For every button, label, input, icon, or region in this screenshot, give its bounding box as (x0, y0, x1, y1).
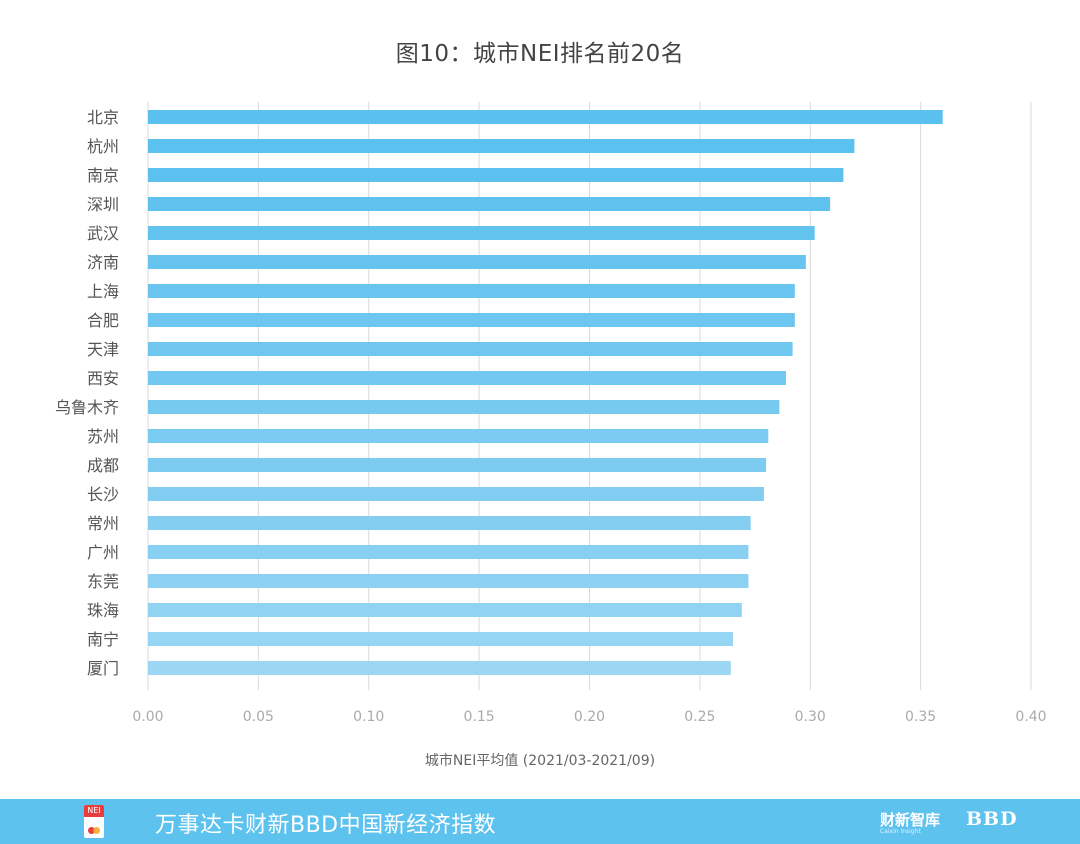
bar (148, 313, 795, 327)
category-label: 东莞 (87, 572, 119, 591)
logo-text: NEI (84, 805, 104, 817)
bar (148, 110, 943, 124)
x-axis-label: 城市NEI平均值 (2021/03-2021/09) (424, 753, 656, 769)
x-tick-label: 0.05 (243, 709, 274, 725)
bar-chart: 0.00 0.05 0.10 0.15 0.20 0.25 0.30 0.35 0.40 北京杭州… (55, 102, 1047, 725)
x-tick-label: 0.25 (684, 709, 715, 725)
category-label: 深圳 (87, 195, 119, 214)
bar (148, 429, 769, 443)
bar (148, 226, 815, 240)
category-label: 珠海 (87, 601, 119, 620)
category-label: 常州 (87, 514, 119, 533)
bar (148, 574, 749, 588)
bar (148, 632, 733, 646)
bar (148, 400, 780, 414)
bar (148, 458, 767, 472)
category-label: 成都 (87, 456, 119, 475)
bar (148, 168, 844, 182)
category-label: 长沙 (87, 485, 119, 504)
bar (148, 545, 749, 559)
bar (148, 342, 793, 356)
bar (148, 197, 831, 211)
bbd-logo: BBD (966, 808, 1018, 830)
category-label: 济南 (87, 253, 119, 272)
category-label: 天津 (87, 340, 119, 359)
x-tick-label: 0.10 (353, 709, 384, 725)
category-label: 广州 (87, 543, 119, 562)
chart-title: 图10：城市NEI排名前20名 (395, 41, 685, 67)
bar (148, 516, 751, 530)
x-tick-label: 0.00 (132, 709, 163, 725)
bar (148, 603, 742, 617)
caixin-insight-logo: 财新智库 (880, 811, 941, 829)
bar (148, 371, 786, 385)
category-label: 武汉 (87, 224, 119, 243)
footer-text: 万事达卡财新BBD中国新经济指数 (155, 813, 497, 838)
category-label: 南京 (87, 166, 119, 185)
x-tick-label: 0.30 (795, 709, 826, 725)
category-label: 西安 (87, 369, 119, 388)
category-label: 南宁 (87, 630, 119, 649)
category-label: 北京 (87, 108, 119, 127)
category-label: 乌鲁木齐 (55, 398, 119, 417)
category-label: 苏州 (87, 427, 119, 446)
category-label: 杭州 (87, 137, 119, 156)
footer-banner: NEI 万事达卡财新BBD中国新经济指数 财新智库 Caixin Insight… (0, 799, 1080, 844)
bar (148, 487, 764, 501)
x-tick-label: 0.35 (905, 709, 936, 725)
bar (148, 139, 855, 153)
category-label: 合肥 (87, 311, 119, 330)
logo-dot-red (88, 827, 95, 834)
nei-logo-icon: NEI (84, 805, 104, 838)
bar (148, 284, 795, 298)
logo-dot-orange (93, 827, 100, 834)
x-tick-label: 0.20 (574, 709, 605, 725)
category-label: 厦门 (87, 659, 119, 678)
bar (148, 661, 731, 675)
x-tick-label: 0.15 (464, 709, 495, 725)
caixin-insight-subtitle: Caixin Insight (880, 828, 921, 835)
bar (148, 255, 806, 269)
category-label: 上海 (87, 282, 119, 301)
x-tick-label: 0.40 (1015, 709, 1046, 725)
